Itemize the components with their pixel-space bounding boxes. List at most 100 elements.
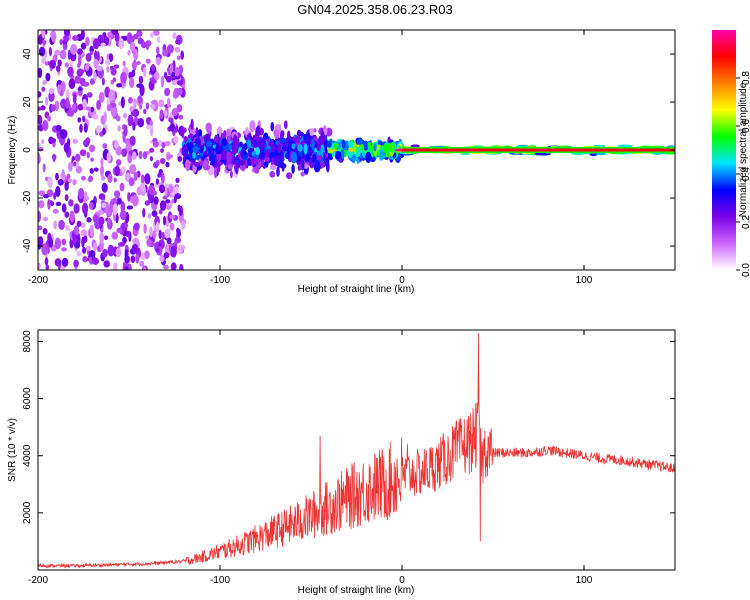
heatmap-cell (129, 164, 137, 175)
heatmap-cell (90, 106, 94, 113)
heatmap-cell (175, 185, 179, 195)
heatmap-cell (51, 138, 56, 143)
heatmap-cell (104, 36, 109, 43)
heatmap-cell (181, 220, 186, 230)
heatmap-cell (279, 137, 287, 144)
heatmap-cell (65, 89, 70, 101)
heatmap-cell (617, 144, 633, 148)
heatmap-cell (106, 66, 110, 73)
heatmap-cell (362, 140, 369, 151)
heatmap-cell (155, 248, 160, 253)
heatmap-cell (303, 163, 309, 170)
snr-x-label: Height of straight line (km) (298, 585, 415, 596)
heatmap-cell (60, 98, 67, 109)
heatmap-cell (113, 262, 118, 270)
heatmap-cell (145, 235, 150, 240)
heatmap-cell (73, 161, 77, 167)
heatmap-cell (253, 159, 261, 164)
heatmap-cell (78, 187, 85, 200)
heatmap-cell (82, 115, 86, 123)
heatmap-cell (270, 121, 275, 132)
heatmap-cell (162, 195, 168, 200)
heatmap-cell (38, 262, 41, 269)
heatmap-cell (111, 231, 119, 240)
y-tick-label: 8000 (22, 330, 33, 353)
heatmap-cell (108, 89, 116, 101)
heatmap-cell (93, 71, 97, 82)
heatmap-cell (162, 215, 167, 226)
heatmap-cell (140, 174, 145, 184)
heatmap-cell (115, 247, 122, 258)
heatmap-cell (153, 196, 159, 205)
heatmap-cell (50, 104, 57, 112)
heatmap-cell (104, 235, 109, 241)
heatmap-cell (175, 177, 180, 183)
heatmap-cell (63, 35, 69, 43)
heatmap-cell (227, 164, 233, 170)
heatmap-cell (106, 104, 112, 112)
heatmap-cell (105, 217, 109, 222)
heatmap-cell (90, 157, 94, 162)
heatmap-cell (311, 138, 315, 151)
heatmap-cell (192, 146, 200, 153)
heatmap-cell (38, 153, 41, 165)
heatmap-cell (58, 219, 65, 230)
heatmap-cell (147, 212, 152, 219)
heatmap-cell (386, 151, 391, 158)
heatmap-cell (132, 121, 136, 131)
heatmap-cell (77, 63, 81, 68)
heatmap-cell (256, 125, 260, 132)
heatmap-cell (159, 158, 166, 164)
heatmap-cell (38, 106, 42, 111)
heatmap-cell (73, 203, 80, 214)
heatmap-cell (249, 120, 256, 132)
heatmap-x-ticks: -200 -100 0 100 (28, 30, 593, 286)
heatmap-cell (209, 153, 216, 163)
heatmap-cell (94, 50, 98, 61)
heatmap-cell (178, 125, 185, 137)
heatmap-cell (133, 98, 137, 110)
heatmap-cell (160, 75, 165, 88)
heatmap-cell (141, 41, 147, 49)
heatmap-cell (85, 53, 92, 62)
heatmap-cell (83, 139, 90, 148)
heatmap-cell (38, 142, 41, 148)
heatmap-cell (42, 216, 49, 222)
heatmap-cell (54, 258, 62, 267)
heatmap-cell (48, 46, 53, 57)
heatmap-cell (82, 247, 87, 254)
heatmap-cell (121, 148, 128, 157)
heatmap-cell (82, 103, 86, 108)
heatmap-cell (110, 105, 118, 118)
heatmap-cell (264, 149, 270, 158)
heatmap-cell (41, 86, 46, 92)
heatmap-cell (129, 135, 136, 146)
heatmap-cell (352, 141, 357, 154)
heatmap-cell (174, 75, 181, 80)
heatmap-cell (163, 264, 169, 270)
heatmap-cell (66, 109, 74, 117)
heatmap-cell (96, 50, 100, 62)
heatmap-cell (132, 194, 139, 207)
heatmap-cell (64, 194, 69, 202)
heatmap-cell (291, 143, 296, 150)
heatmap-cell (74, 241, 81, 249)
heatmap-cell (110, 68, 117, 76)
heatmap-cell (382, 143, 390, 154)
snr-x-ticks: -200 -100 0 100 (28, 330, 593, 586)
heatmap-cell (92, 214, 99, 224)
heatmap-cell (47, 115, 52, 122)
heatmap-cell (373, 143, 377, 152)
heatmap-cell (161, 141, 166, 149)
heatmap-cell (130, 111, 137, 116)
heatmap-cell (227, 134, 231, 141)
heatmap-cell (41, 243, 48, 256)
heatmap-cell (108, 53, 114, 62)
heatmap-cell (93, 167, 99, 172)
heatmap-cell (164, 228, 171, 239)
heatmap-cell (114, 140, 120, 149)
heatmap-cell (159, 200, 167, 211)
heatmap-cell (118, 38, 125, 50)
heatmap-cell (79, 149, 87, 157)
heatmap-cell (155, 221, 160, 232)
